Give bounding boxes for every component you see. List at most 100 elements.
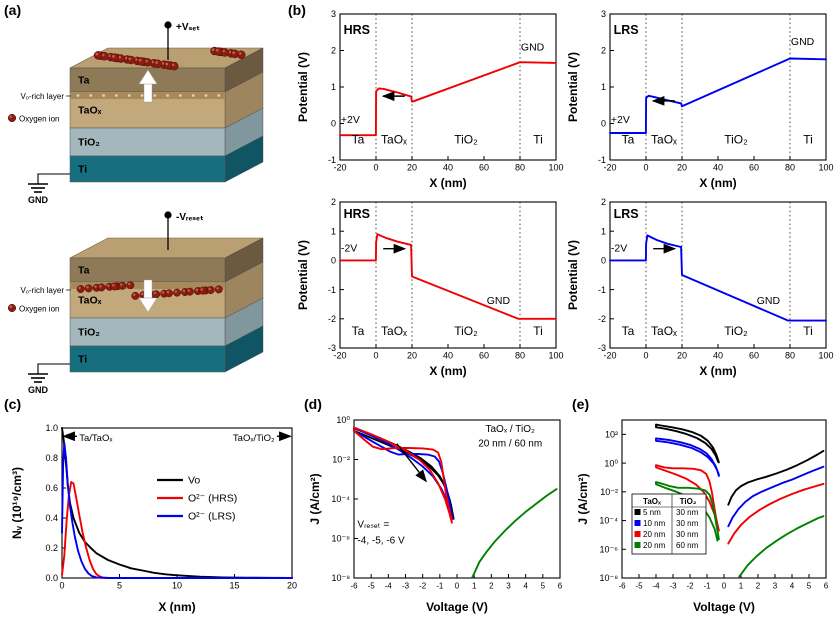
legend-swatch [634, 542, 641, 548]
oxygen-ion [97, 283, 106, 292]
oxygen-ion [152, 290, 161, 299]
x-tick-label: -5 [368, 582, 376, 591]
annotation-text: Ta/TaOₓ [79, 433, 113, 444]
ion-migration-arrow-shaft [143, 83, 153, 103]
plot-potential-set-hrs: -20 0 20 40 60 80 100 -1 0 1 2 3 X (nm) Potential (V)… [296, 9, 564, 190]
y-tick-label: 10⁰ [604, 458, 618, 468]
oxygen-ion [214, 47, 223, 56]
electrode-terminal [164, 211, 172, 219]
y-tick-label: 1.0 [45, 423, 58, 433]
axis-frame [339, 13, 557, 161]
x-tick-label: -4 [652, 582, 660, 591]
oxygen-ion [118, 281, 127, 290]
data-series [655, 437, 720, 477]
x-tick-label: 0 [59, 581, 64, 591]
oxygen-ion-highlight [161, 62, 165, 65]
panel-label-d: (d) [304, 396, 322, 412]
stack-front-face [69, 127, 226, 157]
device-stack-reset-diagram: Ta TaOₓ TiO₂ Ti -Vᵣₑₛₑₜ Vₒ-rich layer Oxygen i… [7, 211, 264, 395]
x-tick-label: 1 [739, 582, 744, 591]
ion-migration-up-arrowhead [138, 69, 158, 85]
legend-col1: 5 nm [643, 508, 661, 517]
plot-potential-reset-hrs: -20 0 20 40 60 80 100 -3 -2 -1 0 1 2 X (nm) Potential … [296, 197, 564, 378]
oxygen-ion [214, 285, 223, 294]
plot-vacancy-profile: 0 5 10 15 20 0.0 0.2 0.4 0.6 0.8 1.0 X (nm) Nᵥ (10¹⁹… [10, 423, 297, 614]
oxygen-ion [84, 284, 93, 293]
oxygen-ion-legend-label: Oxygen ion [19, 305, 59, 314]
y-axis-title: Potential (V) [296, 52, 310, 122]
oxygen-ion-highlight [134, 58, 138, 61]
layer-label: Ta [78, 75, 90, 87]
oxygen-ion-highlight [222, 49, 225, 53]
vacancy-dot [102, 94, 105, 97]
y-tick-label: 1 [601, 226, 606, 236]
x-tick-label: 0 [373, 163, 378, 173]
oxygen-ion-highlight [171, 63, 175, 67]
y-tick-label: 0 [331, 256, 336, 266]
oxygen-ion-highlight [165, 62, 169, 66]
oxygen-ion [163, 60, 173, 70]
x-tick-label: 100 [818, 351, 833, 361]
x-tick-label: -20 [603, 163, 616, 173]
legend-col2: 30 nm [676, 508, 699, 517]
x-tick-label: 80 [785, 351, 795, 361]
oxygen-ion-highlight [112, 55, 115, 58]
plot-potential-set-lrs: -20 0 20 40 60 80 100 -1 0 1 2 3 X (nm) Potential (V)… [566, 9, 834, 190]
annotation-text: LRS [614, 23, 639, 37]
oxygen-ion-highlight [208, 287, 211, 291]
annotation-text: GND [487, 295, 511, 307]
x-tick-label: 100 [548, 163, 563, 173]
x-tick-label: 15 [229, 581, 239, 591]
x-tick-label: 20 [407, 351, 417, 361]
y-tick-label: 3 [331, 9, 336, 19]
y-axis-title: J (A/cm²) [308, 473, 322, 524]
x-tick-label: 100 [548, 351, 563, 361]
x-tick-label: 40 [443, 351, 453, 361]
annotation-text: TiO₂ [454, 324, 478, 338]
oxygen-ion-highlight [124, 56, 128, 60]
legend-table-header: TaOₓ [643, 497, 661, 506]
electrode-voltage-label: -Vᵣₑₛₑₜ [176, 212, 204, 223]
data-series [61, 442, 293, 579]
x-axis-title: X (nm) [158, 600, 195, 614]
oxygen-ion-highlight [187, 289, 191, 292]
y-tick-label: 10⁻² [332, 455, 350, 465]
y-tick-label: 10⁻⁸ [599, 573, 618, 583]
x-tick-label: 3 [506, 582, 511, 591]
annotation-text: TiO₂ [454, 133, 478, 147]
oxygen-ion-highlight [155, 61, 158, 64]
data-series [471, 488, 558, 578]
x-tick-label: 40 [713, 163, 723, 173]
oxygen-ion-legend-label: Oxygen ion [19, 115, 59, 124]
y-axis-title: Potential (V) [296, 240, 310, 310]
axis-frame [339, 201, 557, 349]
data-series [61, 481, 293, 579]
x-tick-label: -5 [635, 582, 643, 591]
vo-rich-label: Vₒ-rich layer [21, 92, 65, 101]
oxygen-ion-highlight [127, 282, 131, 286]
oxygen-ion-highlight [9, 115, 13, 119]
oxygen-ion-highlight [95, 52, 99, 56]
legend-label: Vo [188, 475, 200, 487]
x-tick-label: 20 [677, 351, 687, 361]
ion-migration-arrow-shaft [143, 279, 153, 299]
annotation-text: TaOₓ / TiO₂ [486, 424, 536, 435]
x-tick-label: 80 [515, 163, 525, 173]
annotation-text: TaOₓ/TiO₂ [233, 433, 275, 444]
data-series [609, 234, 827, 322]
x-tick-label: 2 [489, 582, 494, 591]
x-tick-label: 5 [807, 582, 812, 591]
device-stack-set-diagram: Ta TaOₓ TiO₂ Ti +Vₛₑₜ Vₒ-rich layer Oxygen ion… [7, 21, 264, 205]
vacancy-dot [89, 94, 93, 97]
x-tick-label: 20 [677, 163, 687, 173]
oxygen-ion-highlight [195, 288, 199, 292]
x-tick-label: 60 [479, 163, 489, 173]
vo-rich-label: Vₒ-rich layer [21, 286, 65, 295]
oxygen-ion-highlight [211, 48, 215, 52]
y-tick-label: 1 [331, 226, 336, 236]
x-tick-label: 20 [407, 163, 417, 173]
x-tick-label: 6 [558, 582, 563, 591]
x-tick-label: 6 [824, 582, 829, 591]
oxygen-ion-highlight [151, 60, 155, 64]
